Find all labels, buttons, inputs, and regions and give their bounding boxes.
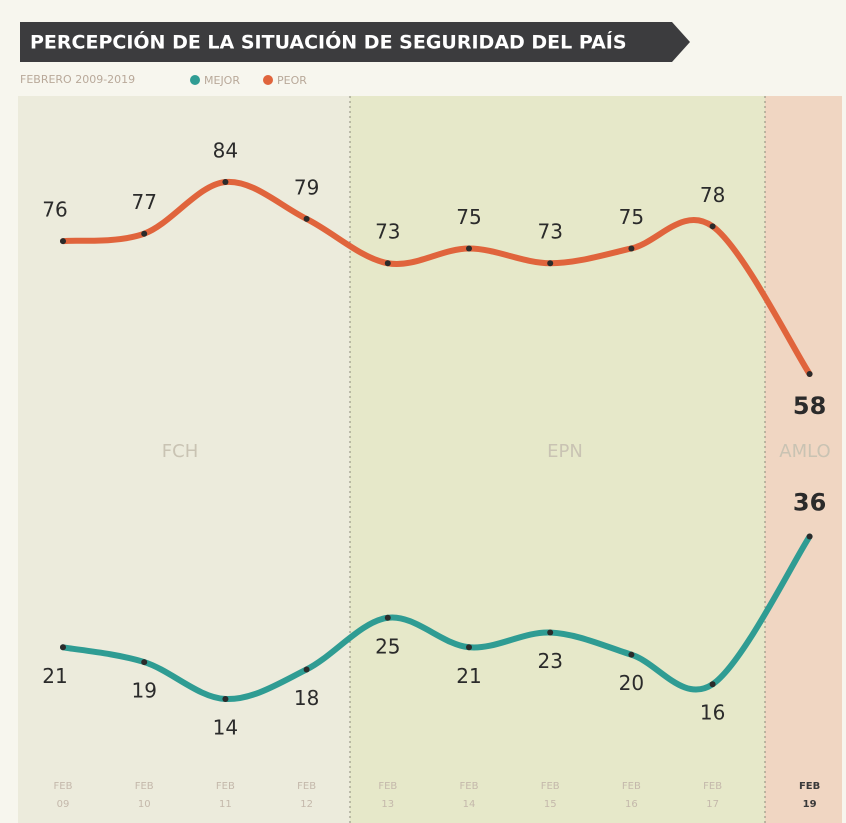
data-label: 36 <box>793 489 826 517</box>
data-label: 75 <box>619 205 644 229</box>
series-line <box>60 533 813 703</box>
x-tick-label-line: FEB <box>541 781 560 792</box>
data-point <box>628 245 635 252</box>
subtitle: FEBRERO 2009-2019 <box>20 73 135 86</box>
x-tick-label: FEB 14 <box>460 781 479 810</box>
period-region <box>18 96 350 823</box>
data-point <box>709 681 716 688</box>
period-region <box>765 96 842 823</box>
data-point <box>628 651 635 658</box>
data-label: 58 <box>793 392 826 420</box>
data-point <box>709 223 716 230</box>
data-label: 20 <box>619 671 644 695</box>
x-tick-label-line: 13 <box>381 799 394 810</box>
period-label: FCH <box>162 441 198 462</box>
data-label: 21 <box>456 664 481 688</box>
data-point <box>60 644 66 651</box>
data-label: 18 <box>294 686 319 710</box>
data-point <box>141 659 148 666</box>
x-tick-label-line: 11 <box>219 799 232 810</box>
x-tick-label-line: FEB <box>297 781 316 792</box>
period-label: AMLO <box>779 441 830 462</box>
data-point <box>303 666 310 673</box>
title-banner <box>20 22 690 62</box>
x-tick-label: FEB 09 <box>54 781 73 810</box>
data-point <box>806 371 813 378</box>
x-tick-label-line: 15 <box>544 799 557 810</box>
data-label: 21 <box>42 664 67 688</box>
x-tick-label: FEB 16 <box>622 781 641 810</box>
x-tick-label-line: 12 <box>300 799 313 810</box>
x-tick-label: FEB 12 <box>297 781 316 810</box>
x-tick-label: FEB 19 <box>799 781 820 810</box>
regions: FCH EPN AMLO <box>18 96 842 823</box>
legend-swatch <box>263 75 273 85</box>
data-label: 84 <box>213 139 238 163</box>
x-tick-label-line: FEB <box>460 781 479 792</box>
data-point <box>384 614 391 621</box>
data-point <box>303 215 310 222</box>
data-point <box>222 179 229 185</box>
legend-swatch <box>190 75 200 85</box>
x-tick-label: FEB 15 <box>541 781 560 810</box>
x-tick-label-line: 14 <box>463 799 476 810</box>
period-label: EPN <box>547 441 583 462</box>
x-tick-label: FEB 11 <box>216 781 235 810</box>
x-tick-label: FEB 17 <box>703 781 722 810</box>
data-label: 16 <box>700 701 725 725</box>
plot: 21 19 14 18 25 21 23 20 16 36 76 77 84 79 73 75 73 75 78 58… <box>42 139 826 811</box>
data-point <box>806 533 813 540</box>
legend-label: MEJOR <box>204 74 240 87</box>
data-label: 75 <box>456 205 481 229</box>
x-tick-label-line: 10 <box>138 799 151 810</box>
data-label: 73 <box>375 220 400 244</box>
data-label: 77 <box>131 190 156 214</box>
legend-label: PEOR <box>277 74 307 87</box>
data-label: 76 <box>42 198 67 222</box>
data-label: 73 <box>537 220 562 244</box>
data-label: 78 <box>700 183 725 207</box>
data-label: 19 <box>131 679 156 703</box>
data-point <box>547 629 554 636</box>
data-label: 79 <box>294 175 319 199</box>
x-tick-label-line: FEB <box>703 781 722 792</box>
data-point <box>466 245 472 252</box>
data-point <box>547 260 554 267</box>
data-point <box>222 696 229 702</box>
x-tick-label: FEB 13 <box>378 781 397 810</box>
data-point <box>466 644 472 651</box>
data-point <box>60 238 66 245</box>
chart-title: PERCEPCIÓN DE LA SITUACIÓN DE SEGURIDAD … <box>30 30 627 54</box>
x-tick-label-line: FEB <box>622 781 641 792</box>
x-tick-label-line: FEB <box>216 781 235 792</box>
data-label: 25 <box>375 634 400 658</box>
x-tick-label-line: 19 <box>803 799 817 810</box>
data-label: 23 <box>537 649 562 673</box>
x-tick-label-line: FEB <box>799 781 820 792</box>
series-line <box>60 178 813 378</box>
x-tick-label-line: FEB <box>135 781 154 792</box>
data-label: 14 <box>213 716 238 740</box>
x-tick-label-line: FEB <box>378 781 397 792</box>
x-tick-label-line: FEB <box>54 781 73 792</box>
x-tick-label: FEB 10 <box>135 781 154 810</box>
x-tick-label-line: 17 <box>706 799 719 810</box>
data-point <box>384 260 391 267</box>
data-point <box>141 230 148 237</box>
x-tick-label-line: 09 <box>57 799 70 810</box>
x-tick-label-line: 16 <box>625 799 638 810</box>
